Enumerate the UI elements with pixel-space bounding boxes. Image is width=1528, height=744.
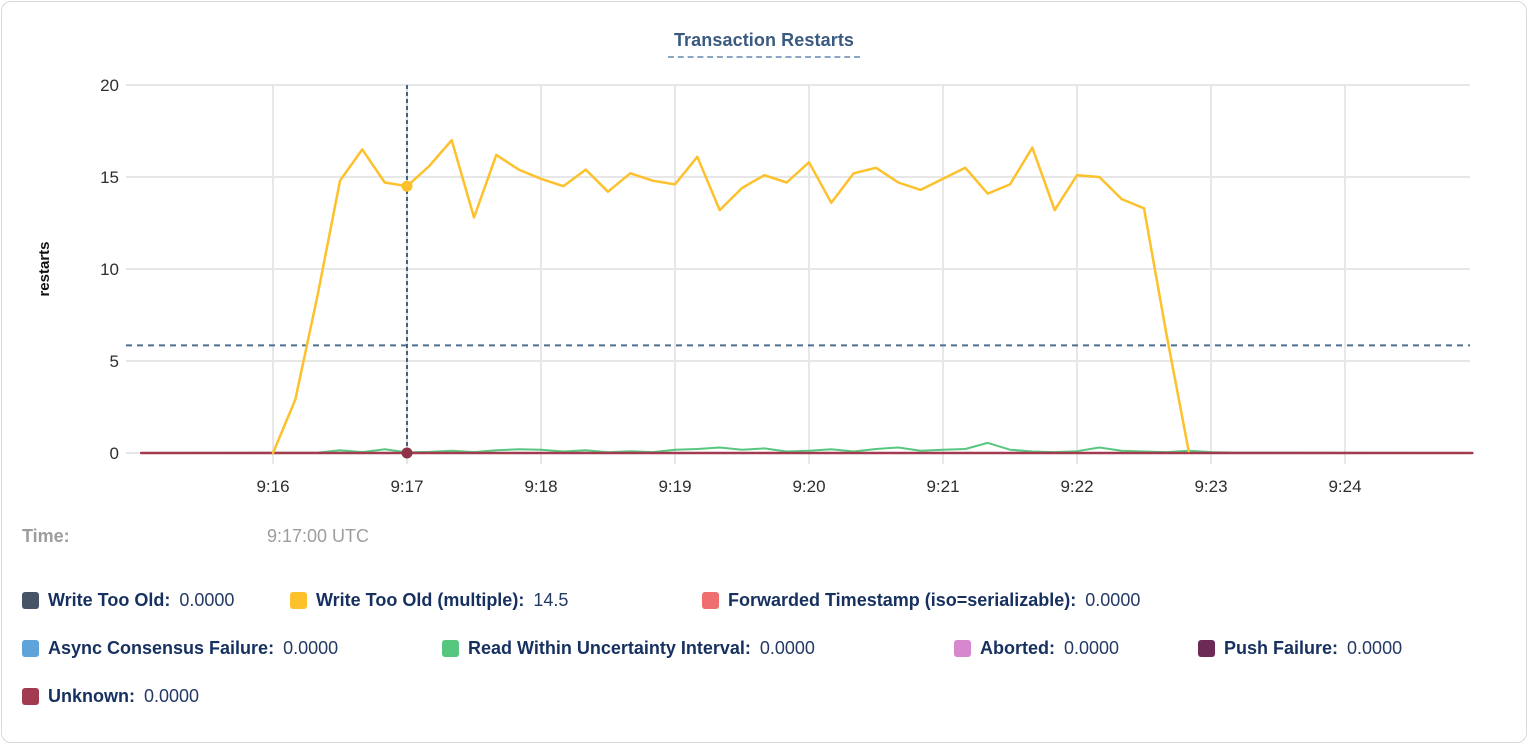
x-tick-label: 9:19	[658, 477, 691, 496]
x-tick-label: 9:17	[390, 477, 423, 496]
legend-label: Forwarded Timestamp (iso=serializable):	[728, 590, 1077, 610]
legend-item[interactable]: Write Too Old: 0.0000	[22, 590, 290, 611]
x-tick-label: 9:24	[1328, 477, 1361, 496]
legend-swatch	[1198, 640, 1215, 657]
legend-value: 0.0000	[179, 590, 235, 610]
legend-item[interactable]: Push Failure: 0.0000	[1198, 638, 1402, 659]
y-tick-label: 10	[100, 260, 119, 279]
legend-swatch	[954, 640, 971, 657]
legend-value: 0.0000	[283, 638, 339, 658]
chart-title[interactable]: Transaction Restarts	[667, 30, 861, 58]
hover-time-label: Time:	[22, 526, 70, 546]
y-tick-label: 15	[100, 168, 119, 187]
series-read-within-uncertainty-interval	[140, 441, 1474, 454]
chart-title-wrap: Transaction Restarts	[2, 30, 1526, 58]
legend-label: Unknown:	[48, 686, 135, 706]
legend-item[interactable]: Aborted: 0.0000	[954, 638, 1198, 659]
x-tick-label: 9:23	[1194, 477, 1227, 496]
y-axis-label: restarts	[36, 241, 53, 296]
transaction-restarts-chart[interactable]: 0 5 10 15 20 9:16 9:17 9:18 9:19 9:20 9:21 9:22 9:23…	[2, 2, 1527, 512]
legend-item[interactable]: Read Within Uncertainty Interval: 0.0000	[442, 638, 954, 659]
hover-dot-unknown	[401, 447, 413, 459]
legend-label: Aborted:	[980, 638, 1055, 658]
legend-label: Write Too Old (multiple):	[316, 590, 525, 610]
legend-label: Read Within Uncertainty Interval:	[468, 638, 751, 658]
legend-value: 0.0000	[1347, 638, 1403, 658]
legend-value: 0.0000	[144, 686, 200, 706]
legend-label: Async Consensus Failure:	[48, 638, 275, 658]
legend-swatch	[442, 640, 459, 657]
legend-label: Write Too Old:	[48, 590, 171, 610]
y-tick-label: 5	[110, 352, 119, 371]
legend-value: 14.5	[533, 590, 569, 610]
legend-swatch	[702, 592, 719, 609]
legend-item[interactable]: Write Too Old (multiple): 14.5	[290, 590, 702, 611]
legend-item[interactable]: Unknown: 0.0000	[22, 686, 199, 707]
hover-time-row: Time: 9:17:00 UTC	[22, 526, 369, 550]
x-tick-label: 9:16	[256, 477, 289, 496]
hover-dot-write-too-old-multiple-	[401, 180, 413, 192]
chart-legend: Write Too Old: 0.0000 Write Too Old (multi…	[22, 590, 1516, 734]
legend-value: 0.0000	[1085, 590, 1141, 610]
x-tick-label: 9:18	[524, 477, 557, 496]
x-tick-label: 9:20	[792, 477, 825, 496]
legend-row: Async Consensus Failure: 0.0000 Read Withi…	[22, 638, 1516, 659]
y-tick-label: 0	[110, 444, 119, 463]
hover-time-value: 9:17:00 UTC	[267, 526, 370, 546]
legend-swatch	[22, 640, 39, 657]
legend-item[interactable]: Forwarded Timestamp (iso=serializable): 0…	[702, 590, 1140, 611]
legend-label: Push Failure:	[1224, 638, 1339, 658]
y-tick-label: 20	[100, 76, 119, 95]
legend-item[interactable]: Async Consensus Failure: 0.0000	[22, 638, 442, 659]
legend-value: 0.0000	[759, 638, 815, 658]
legend-swatch	[22, 688, 39, 705]
legend-row: Unknown: 0.0000	[22, 686, 1516, 707]
legend-swatch	[290, 592, 307, 609]
x-tick-label: 9:22	[1060, 477, 1093, 496]
legend-swatch	[22, 592, 39, 609]
legend-value: 0.0000	[1064, 638, 1120, 658]
legend-row: Write Too Old: 0.0000 Write Too Old (multi…	[22, 590, 1516, 611]
series-write-too-old-multiple-	[271, 138, 1190, 455]
x-tick-label: 9:21	[926, 477, 959, 496]
